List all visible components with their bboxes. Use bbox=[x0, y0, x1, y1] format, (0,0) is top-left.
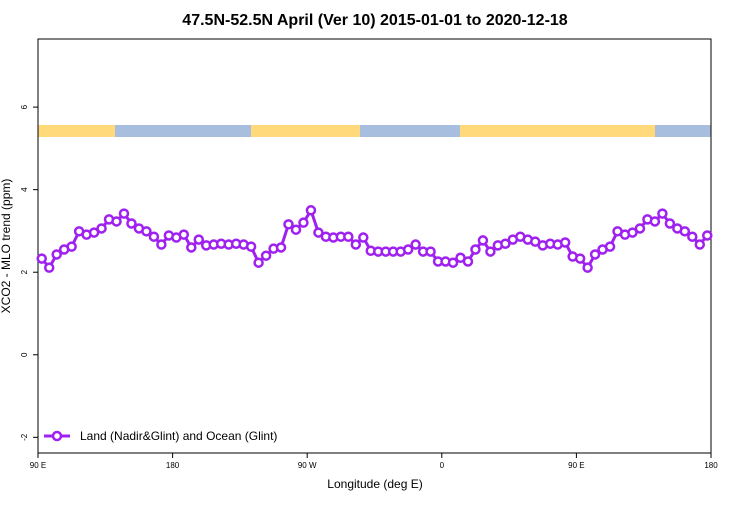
data-point bbox=[664, 218, 676, 229]
data-point bbox=[111, 216, 122, 227]
y-tick-label: 0 bbox=[20, 352, 29, 357]
data-point bbox=[358, 232, 369, 243]
data-point bbox=[245, 241, 257, 252]
plot-frame bbox=[37, 38, 712, 454]
data-point bbox=[290, 224, 302, 235]
x-axis-label: Longitude (deg E) bbox=[327, 477, 422, 491]
data-point bbox=[66, 241, 77, 252]
x-tick-label: 90 E bbox=[568, 461, 584, 470]
legend-label: Land (Nadir&Glint) and Ocean (Glint) bbox=[80, 429, 277, 443]
series-line bbox=[40, 206, 709, 271]
data-point bbox=[96, 223, 107, 234]
x-tick-label: 90 W bbox=[298, 461, 317, 470]
data-point bbox=[283, 219, 294, 230]
y-tick-label: 4 bbox=[20, 187, 29, 192]
data-point bbox=[298, 217, 309, 228]
data-point bbox=[275, 242, 287, 253]
data-point bbox=[470, 244, 481, 255]
y-axis-label: XCO2 - MLO trend (ppm) bbox=[0, 179, 13, 314]
data-point bbox=[156, 239, 167, 250]
data-point bbox=[687, 231, 698, 242]
data-point bbox=[193, 234, 205, 245]
data-point bbox=[559, 237, 571, 248]
data-point bbox=[260, 250, 272, 261]
data-point bbox=[313, 227, 324, 238]
data-point bbox=[447, 257, 459, 268]
data-point bbox=[657, 208, 668, 219]
data-point bbox=[126, 218, 137, 229]
data-point bbox=[574, 253, 586, 264]
data-point bbox=[141, 226, 152, 237]
data-point bbox=[410, 239, 421, 250]
data-point bbox=[627, 227, 638, 238]
data-point bbox=[702, 230, 713, 241]
data-point bbox=[43, 262, 55, 273]
data-point bbox=[402, 244, 414, 255]
data-point bbox=[634, 223, 646, 234]
data-point bbox=[462, 256, 474, 267]
data-point bbox=[51, 249, 62, 260]
x-tick-label: 180 bbox=[704, 461, 718, 470]
data-point bbox=[343, 231, 354, 242]
y-tick-label: -2 bbox=[20, 433, 29, 441]
data-point bbox=[178, 229, 190, 240]
data-point bbox=[604, 241, 616, 252]
data-point bbox=[148, 231, 160, 242]
data-point bbox=[500, 238, 511, 249]
data-point bbox=[679, 226, 691, 237]
data-point bbox=[694, 239, 706, 250]
x-tick-label: 0 bbox=[440, 461, 445, 470]
data-point bbox=[582, 262, 593, 273]
data-point bbox=[305, 205, 317, 216]
x-tick-label: 180 bbox=[166, 461, 180, 470]
y-tick-label: 6 bbox=[20, 104, 29, 109]
x-tick-label: 90 E bbox=[30, 461, 46, 470]
data-point bbox=[589, 249, 601, 260]
legend-marker bbox=[51, 430, 63, 442]
data-point bbox=[36, 253, 47, 264]
data-point bbox=[186, 242, 197, 253]
data-point bbox=[485, 246, 496, 257]
data-point bbox=[425, 246, 436, 257]
y-tick-label: 2 bbox=[20, 269, 29, 274]
data-point bbox=[88, 227, 100, 238]
data-point bbox=[350, 239, 362, 250]
data-point bbox=[253, 257, 264, 268]
data-point bbox=[477, 235, 489, 246]
land-ocean-strip bbox=[38, 125, 711, 137]
data-point bbox=[649, 216, 661, 227]
chart-title: 47.5N-52.5N April (Ver 10) 2015-01-01 to… bbox=[182, 12, 568, 29]
data-point bbox=[118, 208, 130, 219]
